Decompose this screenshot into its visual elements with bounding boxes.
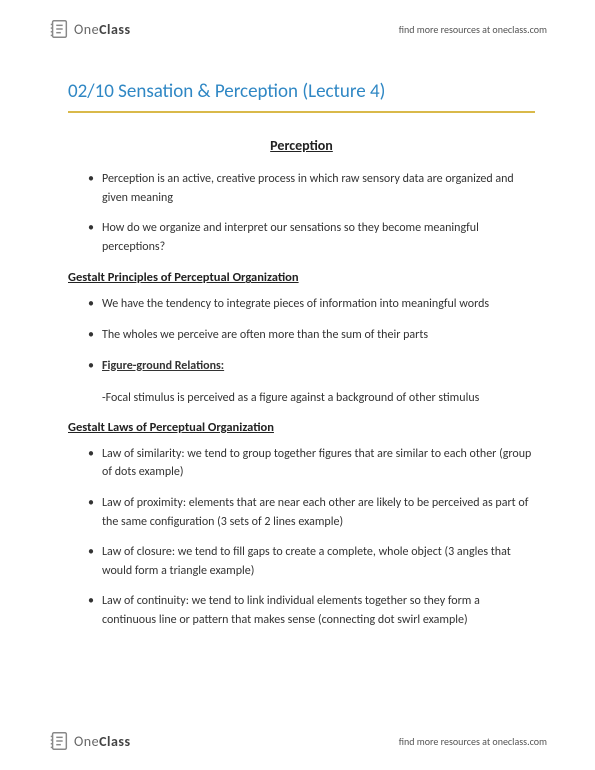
main-heading: Perception bbox=[68, 137, 535, 154]
notebook-icon bbox=[48, 730, 70, 752]
page-footer: OneClass find more resources at oneclass… bbox=[0, 730, 595, 752]
list-item: Law of continuity: we tend to link indiv… bbox=[88, 592, 535, 629]
section-heading-principles: Gestalt Principles of Perceptual Organiz… bbox=[68, 270, 535, 285]
title-rule bbox=[68, 111, 535, 113]
list-item: Law of proximity: elements that are near… bbox=[88, 494, 535, 531]
laws-bullet-list: Law of similarity: we tend to group toge… bbox=[68, 445, 535, 630]
intro-bullet-list: Perception is an active, creative proces… bbox=[68, 170, 535, 256]
resources-link-top[interactable]: find more resources at oneclass.com bbox=[399, 23, 547, 36]
list-item: We have the tendency to integrate pieces… bbox=[88, 295, 535, 314]
section-heading-laws: Gestalt Laws of Perceptual Organization bbox=[68, 420, 535, 435]
list-item: Law of closure: we tend to fill gaps to … bbox=[88, 543, 535, 580]
brand-logo: OneClass bbox=[48, 18, 131, 40]
figure-ground-label: Figure-ground Relations: bbox=[102, 359, 224, 373]
list-item: Perception is an active, creative proces… bbox=[88, 170, 535, 207]
notebook-icon bbox=[48, 18, 70, 40]
lecture-title: 02/10 Sensation & Perception (Lecture 4) bbox=[68, 80, 535, 103]
list-item: The wholes we perceive are often more th… bbox=[88, 326, 535, 345]
figure-ground-desc: -Focal stimulus is perceived as a figure… bbox=[68, 389, 535, 408]
document-body: 02/10 Sensation & Perception (Lecture 4)… bbox=[68, 80, 535, 644]
list-item: How do we organize and interpret our sen… bbox=[88, 219, 535, 256]
list-item: Figure-ground Relations: bbox=[88, 357, 535, 376]
page-header: OneClass find more resources at oneclass… bbox=[0, 18, 595, 40]
brand-name: OneClass bbox=[74, 21, 131, 38]
brand-name-footer: OneClass bbox=[74, 733, 131, 750]
resources-link-bottom[interactable]: find more resources at oneclass.com bbox=[399, 735, 547, 748]
brand-logo-footer: OneClass bbox=[48, 730, 131, 752]
principles-bullet-list: We have the tendency to integrate pieces… bbox=[68, 295, 535, 375]
list-item: Law of similarity: we tend to group toge… bbox=[88, 445, 535, 482]
